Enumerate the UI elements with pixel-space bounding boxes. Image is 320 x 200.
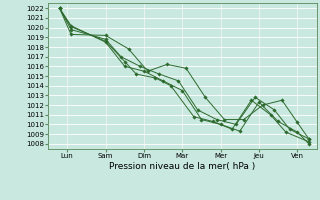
X-axis label: Pression niveau de la mer( hPa ): Pression niveau de la mer( hPa ) bbox=[109, 162, 255, 171]
